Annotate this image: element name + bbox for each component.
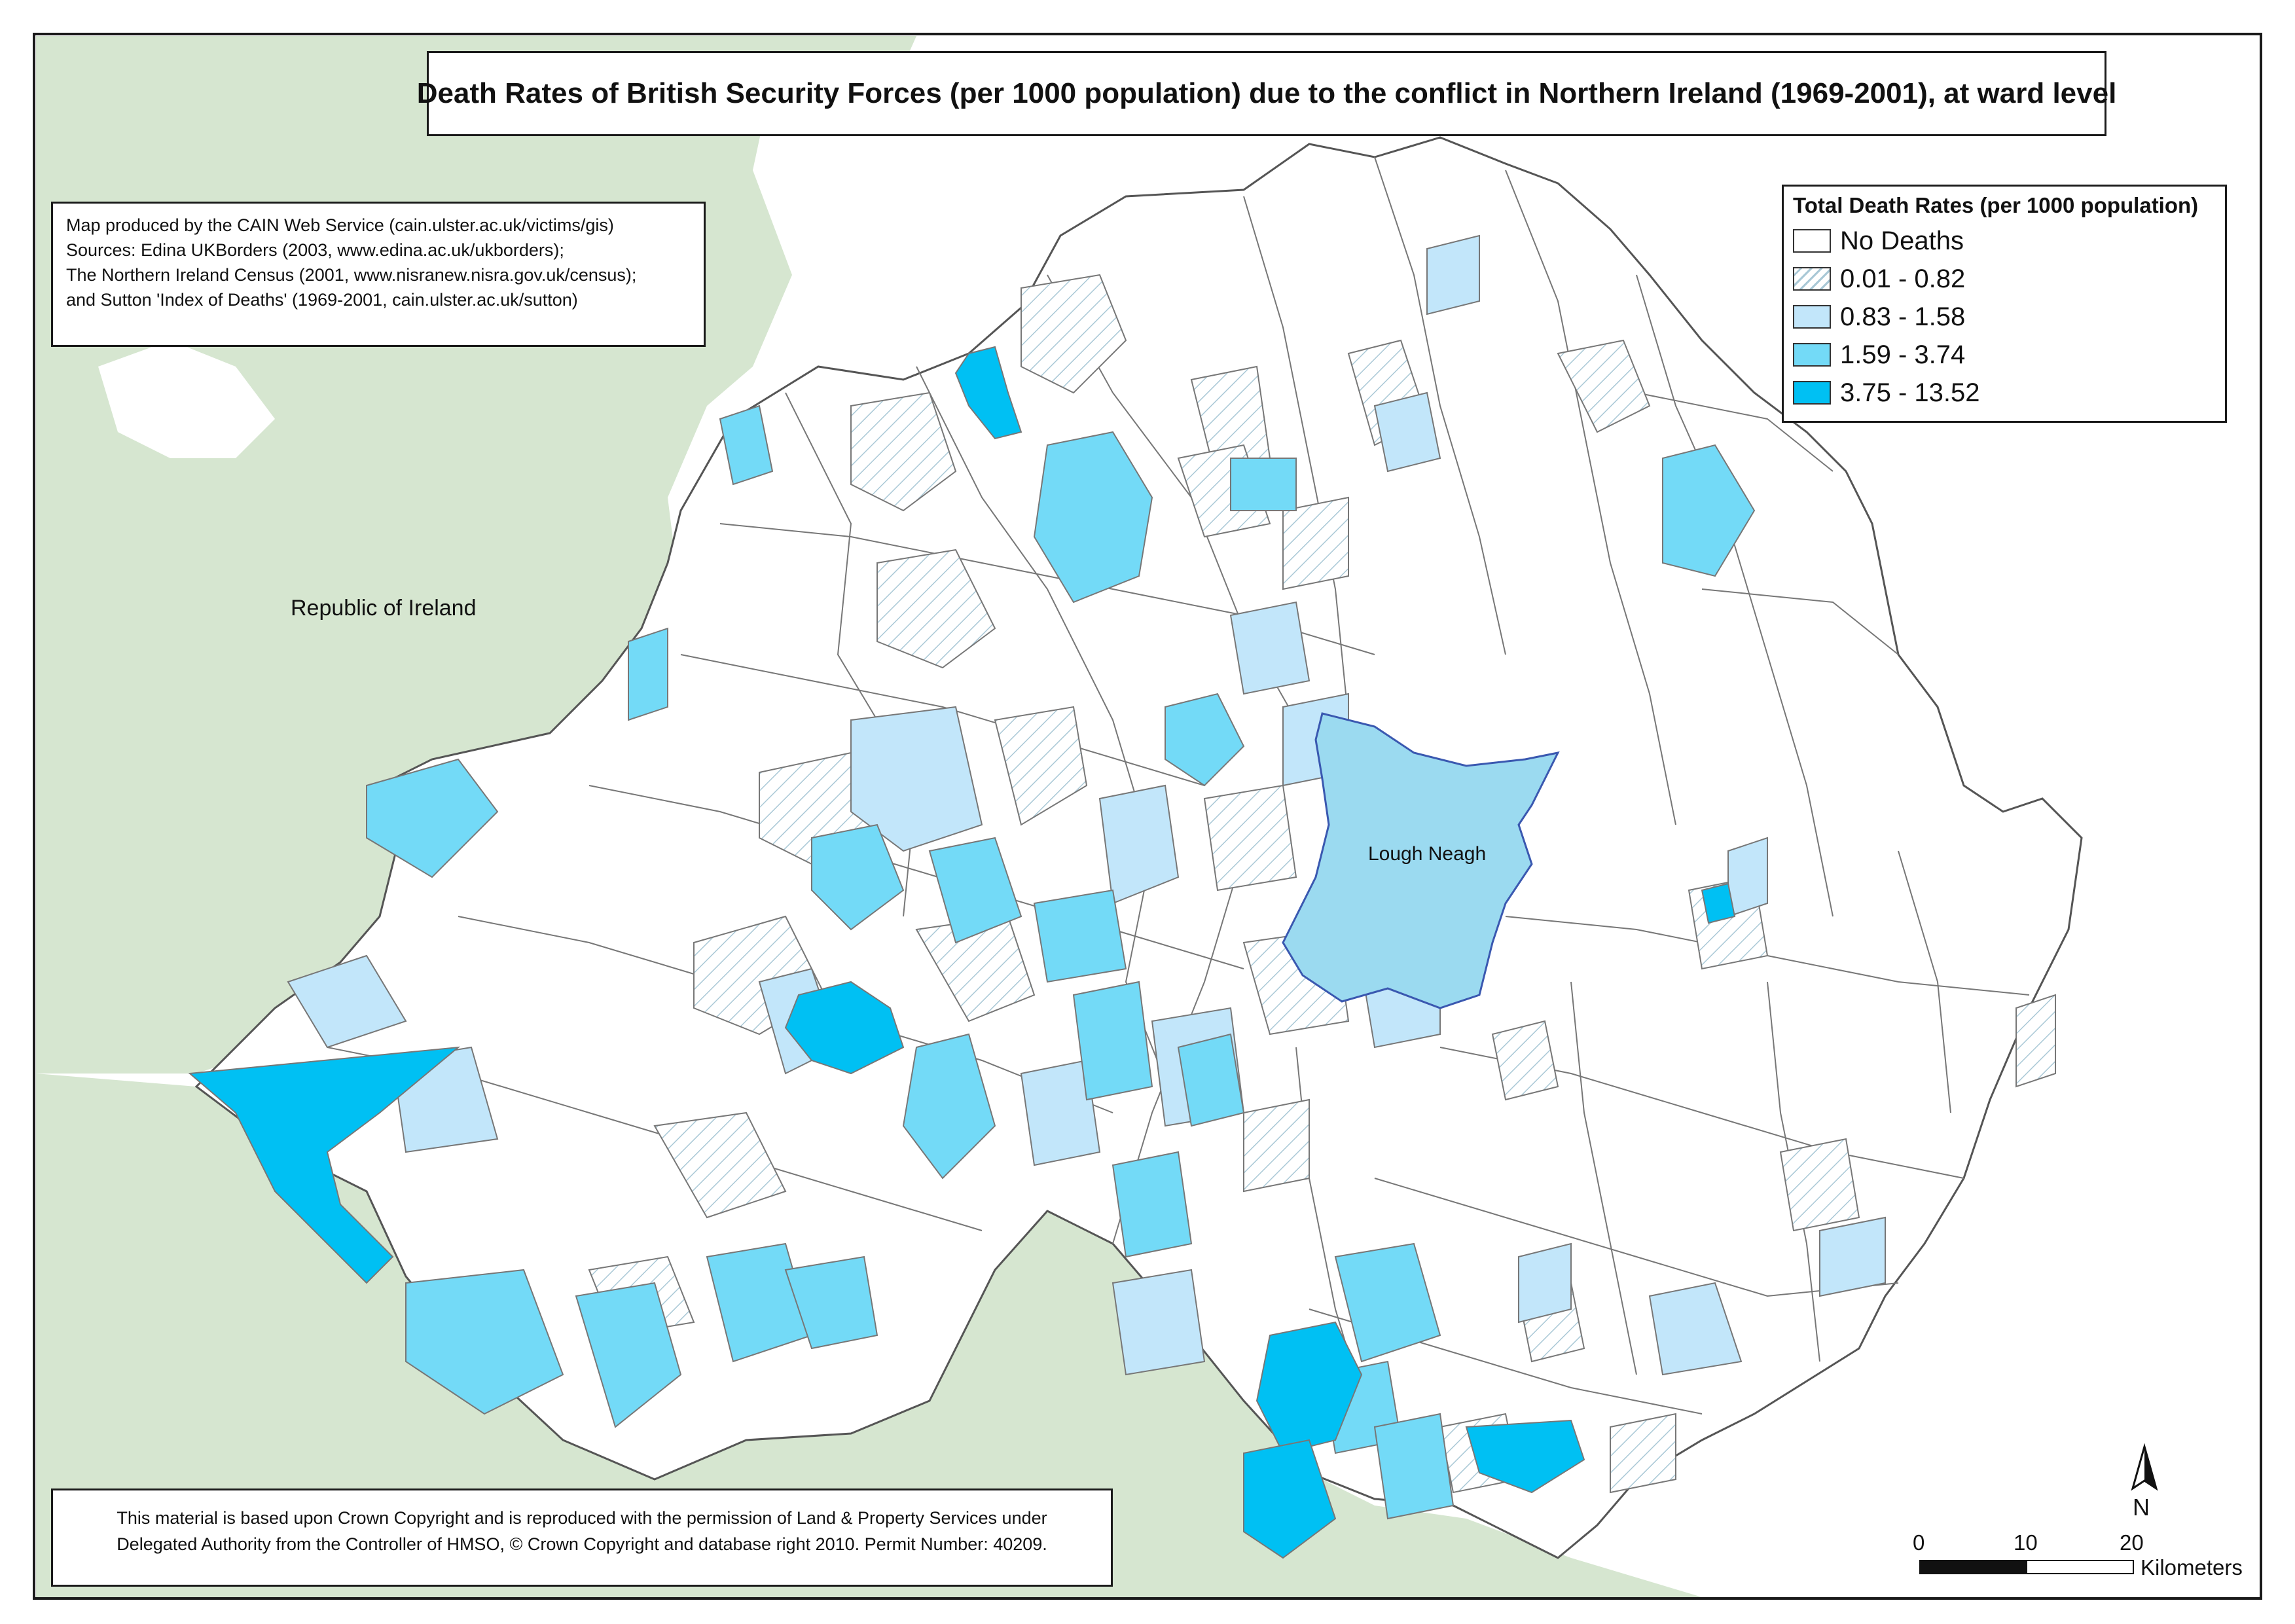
roi-inlet (98, 340, 275, 458)
legend-swatch-no-deaths (1793, 229, 1831, 253)
legend: Total Death Rates (per 1000 population) … (1782, 185, 2227, 423)
wards-class-0-82 (588, 274, 2056, 1494)
legend-item: 0.01 - 0.82 (1793, 260, 2216, 298)
credits-line: Map produced by the CAIN Web Service (ca… (66, 215, 614, 235)
legend-label: 3.75 - 13.52 (1840, 378, 1980, 407)
legend-swatch-light-blue (1793, 305, 1831, 329)
scale-tick-label: 0 (1913, 1530, 1925, 1555)
legend-item: 3.75 - 13.52 (1793, 374, 2216, 412)
legend-title: Total Death Rates (per 1000 population) (1793, 193, 2199, 217)
north-label: N (2133, 1494, 2150, 1521)
legend-swatch-hatched (1793, 267, 1831, 291)
scale-units-label: Kilometers (2141, 1555, 2243, 1579)
wards-class-3-74 (366, 405, 1756, 1520)
map-title: Death Rates of British Security Forces (… (416, 77, 2117, 109)
legend-label: No Deaths (1840, 226, 1964, 255)
north-arrow-icon (2131, 1443, 2158, 1491)
lough-neagh-label: Lough Neagh (1368, 843, 1487, 865)
legend-item: No Deaths (1793, 222, 2216, 260)
republic-of-ireland-label: Republic of Ireland (291, 596, 477, 621)
credits-line: The Northern Ireland Census (2001, www.n… (66, 265, 637, 285)
legend-swatch-medium-blue (1793, 343, 1831, 367)
scale-tick-label: 10 (2014, 1530, 2038, 1555)
legend-item: 1.59 - 3.74 (1793, 336, 2216, 374)
lough-neagh-water (1282, 712, 1560, 1009)
legend-label: 0.83 - 1.58 (1840, 302, 1966, 331)
credits-line: and Sutton 'Index of Deaths' (1969-2001,… (66, 290, 578, 310)
scale-tick-label: 20 (2120, 1530, 2144, 1555)
wards-class-13-52 (188, 346, 1736, 1559)
legend-label: 0.01 - 0.82 (1840, 264, 1966, 293)
scale-bar (1919, 1560, 2134, 1574)
legend-label: 1.59 - 3.74 (1840, 340, 1966, 369)
credits-box: Map produced by the CAIN Web Service (ca… (51, 202, 706, 347)
copyright-box: This material is based upon Crown Copyri… (51, 1489, 1113, 1587)
map-frame (33, 33, 2262, 1600)
credits-line: Sources: Edina UKBorders (2003, www.edin… (66, 240, 564, 260)
legend-item: 0.83 - 1.58 (1793, 298, 2216, 336)
legend-swatch-dark-blue (1793, 381, 1831, 405)
title-box: Death Rates of British Security Forces (… (417, 51, 2116, 136)
copyright-line: Delegated Authority from the Controller … (117, 1534, 1047, 1554)
copyright-line: This material is based upon Crown Copyri… (117, 1508, 1047, 1528)
